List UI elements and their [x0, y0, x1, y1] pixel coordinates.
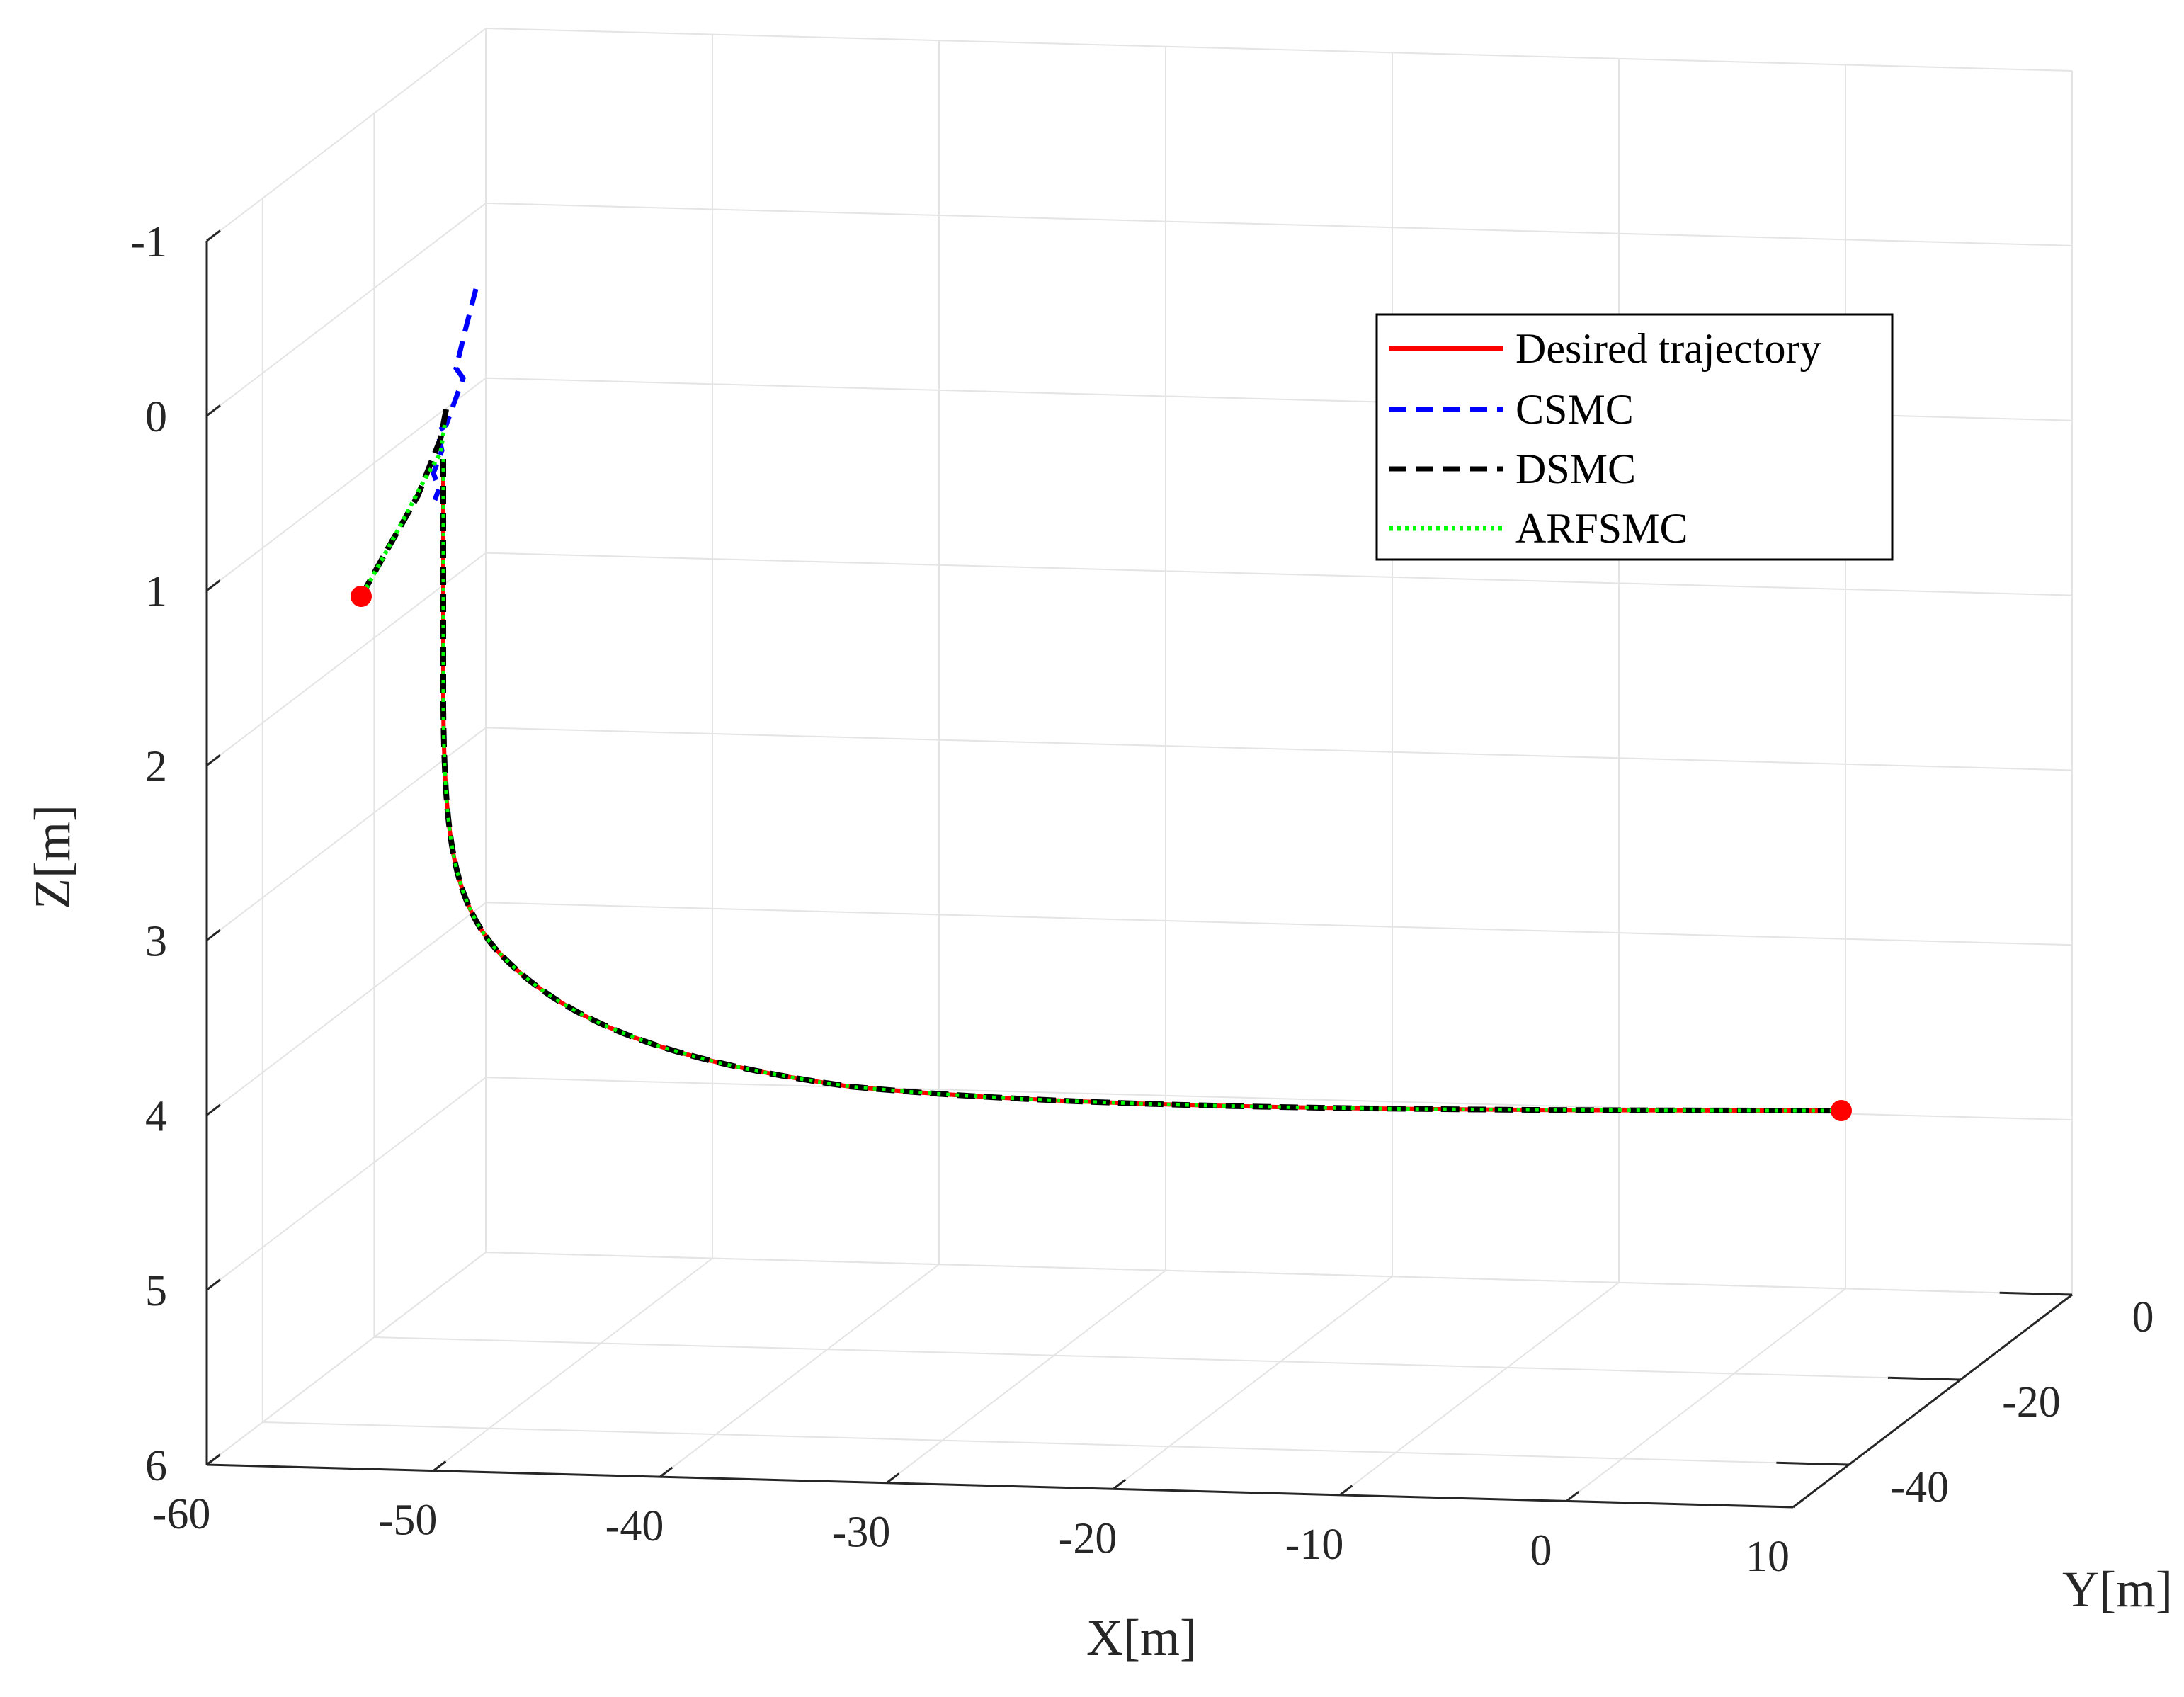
- z-tick-5: [206, 1103, 221, 1116]
- z-tick-3: [206, 754, 221, 766]
- legend-box: [1375, 313, 1894, 561]
- axis-lines: [205, 229, 2073, 1509]
- grid-back-z-4: [485, 727, 2073, 771]
- trajectory-series: [351, 288, 1852, 1121]
- z-tick-label-0: -1: [130, 218, 167, 266]
- x-tick-label-7: 10: [1746, 1533, 1790, 1581]
- marker-start: [351, 586, 372, 607]
- x-tick-label-1: -50: [379, 1497, 438, 1545]
- grid-back-z-1: [485, 202, 2073, 246]
- grid-left-z-1: [206, 203, 487, 416]
- z-tick-label-2: 1: [145, 568, 167, 616]
- legend-label-arfsmc: ARFSMC: [1515, 505, 1688, 552]
- grid-floor-x-2: [659, 1264, 940, 1477]
- x-axis-title: X[m]: [1086, 1609, 1197, 1666]
- series-arfsmc-approach: [360, 424, 447, 596]
- grid-left-z-7: [206, 1252, 487, 1465]
- grid-floor-x-4: [1113, 1276, 1393, 1490]
- grid-left-z-0: [206, 28, 487, 242]
- grid-left-z-6: [206, 1077, 487, 1290]
- z-tick-label-7: 6: [145, 1442, 167, 1490]
- grid-floor-x-3: [886, 1269, 1166, 1484]
- x-tick-label-6: 0: [1530, 1526, 1552, 1574]
- x-tick-label-3: -30: [832, 1509, 891, 1557]
- x-tick-label-0: -60: [152, 1490, 211, 1538]
- z-tick-label-1: 0: [145, 393, 167, 441]
- z-axis-title: Z[m]: [24, 805, 81, 909]
- x-tick-1: [433, 1460, 447, 1472]
- x-tick-6: [1566, 1491, 1580, 1502]
- grid-floor-y-3: [262, 1421, 1849, 1465]
- legend-label-dsmc: DSMC: [1515, 445, 1636, 492]
- grid-back-z-0: [485, 28, 2073, 72]
- z-tick-4: [206, 929, 221, 941]
- grid-back-z-5: [485, 902, 2073, 946]
- y-tick-1: [1887, 1376, 1961, 1381]
- x-tick-label-5: -10: [1285, 1521, 1344, 1569]
- grid-left-z-4: [206, 727, 487, 941]
- legend-label-desired: Desired trajectory: [1515, 325, 1821, 372]
- grid-floor-x-5: [1339, 1282, 1620, 1496]
- grid-back-z-3: [485, 552, 2073, 596]
- x-tick-3: [886, 1472, 900, 1484]
- grid-floor-x-6: [1566, 1288, 1846, 1502]
- grid-floor-y-2: [374, 1336, 1961, 1380]
- z-tick-0: [206, 229, 221, 242]
- y-axis-title: Y[m]: [2062, 1561, 2173, 1618]
- z-tick-1: [206, 404, 221, 417]
- series-csmc-initial: [431, 288, 479, 501]
- legend-label-csmc: CSMC: [1515, 386, 1634, 433]
- z-tick-7: [206, 1453, 221, 1466]
- grid-back-z-7: [485, 1252, 2073, 1295]
- y-tick-label-1: -20: [2002, 1378, 2061, 1426]
- y-tick-label-0: 0: [2132, 1293, 2154, 1341]
- z-tick-label-3: 2: [145, 743, 167, 791]
- x-tick-label-4: -20: [1059, 1514, 1117, 1562]
- grid-left-z-3: [206, 552, 487, 766]
- grid-lines: [206, 28, 2073, 1508]
- z-tick-2: [206, 579, 221, 591]
- y-tick-0: [1999, 1291, 2073, 1296]
- z-tick-6: [206, 1278, 221, 1291]
- series-dsmc-main: [440, 459, 1842, 1113]
- x-tick-5: [1339, 1485, 1353, 1497]
- grid-left-z-2: [206, 377, 487, 591]
- grid-floor-x-1: [433, 1257, 713, 1472]
- x-axis-line: [206, 1463, 1794, 1509]
- x-tick-label-2: -40: [605, 1502, 664, 1550]
- z-tick-label-5: 4: [145, 1092, 167, 1140]
- z-tick-label-4: 3: [145, 917, 167, 965]
- x-tick-2: [659, 1466, 673, 1478]
- y-tick-2: [1776, 1461, 1849, 1466]
- series-dsmc-approach: [358, 409, 449, 598]
- x-tick-4: [1113, 1478, 1127, 1490]
- y-tick-label-2: -40: [1890, 1463, 1949, 1511]
- x-tick-7: [1792, 1497, 1807, 1509]
- grid-left-z-5: [206, 902, 487, 1116]
- y-axis-line: [1792, 1293, 2073, 1509]
- legend: Desired trajectory CSMC DSMC ARFSMC: [1375, 313, 1894, 561]
- z-tick-label-6: 5: [145, 1267, 167, 1315]
- marker-end: [1831, 1100, 1852, 1121]
